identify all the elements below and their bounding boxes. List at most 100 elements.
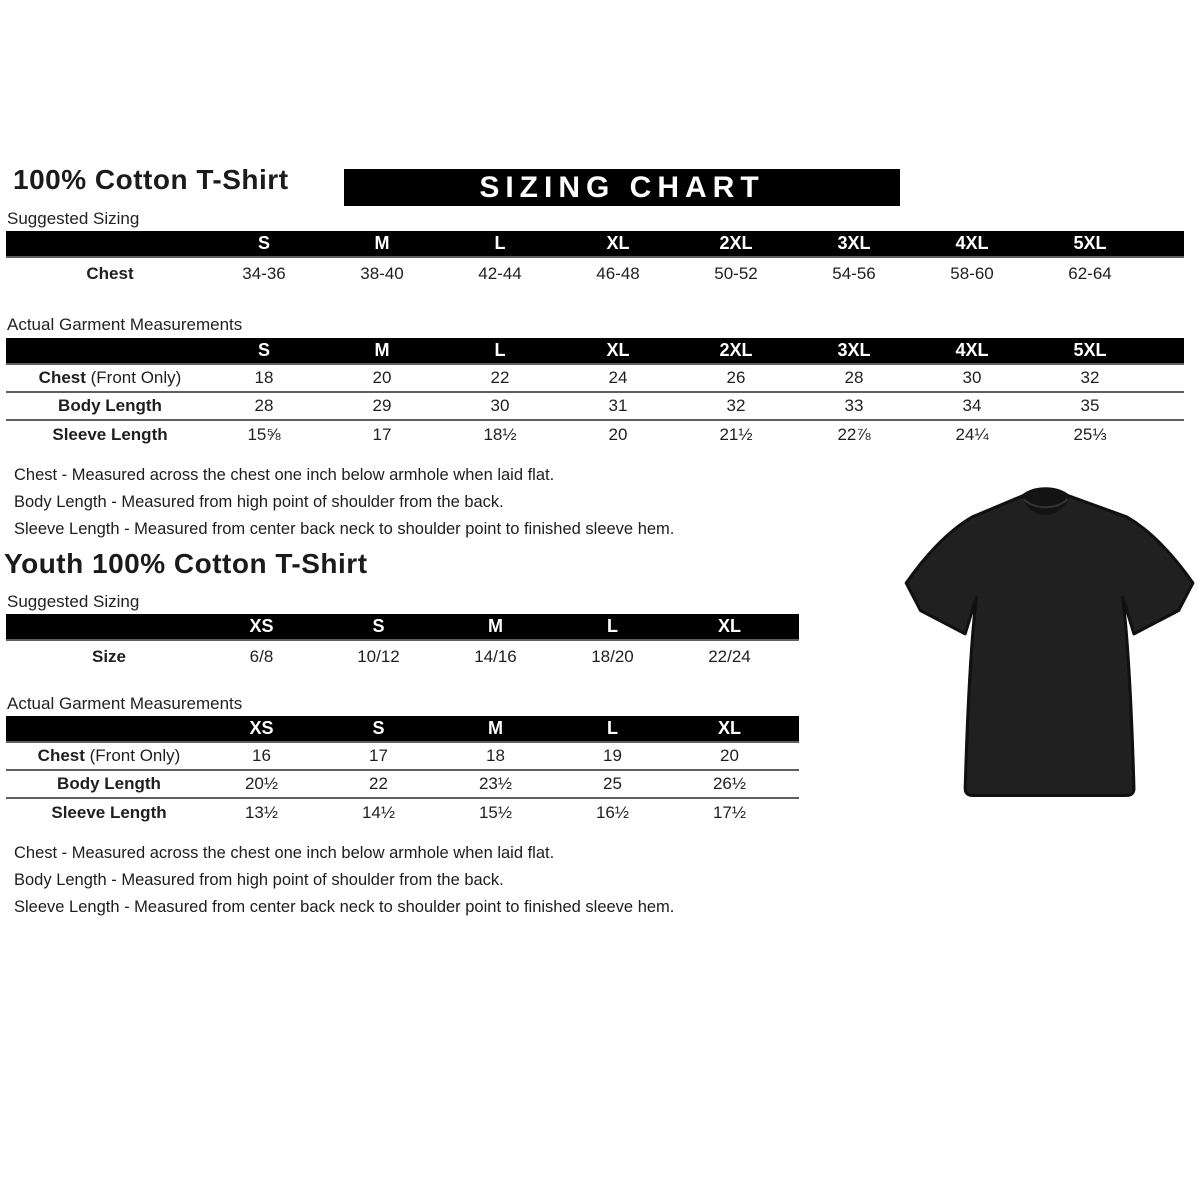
table-cell: 30 [962,368,982,387]
table-row-sleeve-length: Sleeve Length 13½ 14½ 15½ 16½ 17½ [6,798,799,826]
size-column-header: 5XL [1031,338,1149,364]
table-cell: 25⅓ [1073,424,1107,444]
table-cell: 18 [254,368,274,387]
size-column-header: L [441,338,559,364]
table-cell: 28 [254,396,274,415]
table-row-body-length: Body Length 28 29 30 31 32 33 34 35 [6,392,1184,420]
youth-actual-measurements-table: XS S M L XL Chest (Front Only) 16 17 18 … [6,716,799,826]
table-cell: 29 [372,396,392,415]
size-column-header: S [205,338,323,364]
header-filler-cell [788,614,799,640]
adult-suggested-sizing-label: Suggested Sizing [7,209,140,228]
youth-measurement-notes: Chest - Measured across the chest one in… [14,840,674,921]
adult-actual-measurements-label: Actual Garment Measurements [7,315,243,334]
table-cell: 26 [726,368,746,387]
note-sleeve-length: Sleeve Length - Measured from center bac… [14,898,675,916]
size-column-header: S [320,614,437,640]
table-row-chest: Chest (Front Only) 16 17 18 19 20 [6,742,799,770]
table-cell: 30 [490,396,510,415]
size-column-header: XS [203,716,320,742]
filler-cell [788,770,799,798]
filler-cell [1149,257,1184,290]
row-label: Chest [86,264,134,283]
filler-cell [1149,420,1184,448]
table-cell: 6/8 [249,647,274,666]
table-cell: 22 [490,368,510,387]
adult-measurement-notes: Chest - Measured across the chest one in… [14,462,674,543]
table-header-row: XS S M L XL [6,716,799,742]
table-corner-cell [6,614,203,640]
table-cell: 21½ [719,424,753,444]
row-label: Size [91,647,127,666]
table-cell: 20 [720,746,739,765]
filler-cell [788,742,799,770]
table-row-size: Size 6/8 10/12 14/16 18/20 22/24 [6,640,799,673]
size-column-header: 3XL [795,231,913,257]
table-cell: 15½ [478,802,513,822]
table-cell: 58-60 [950,264,994,283]
table-cell: 31 [608,396,628,415]
table-cell: 46-48 [596,264,640,283]
note-chest: Chest - Measured across the chest one in… [14,466,555,484]
youth-actual-measurements-label: Actual Garment Measurements [7,694,243,713]
size-column-header: 2XL [677,231,795,257]
table-corner-cell [6,338,205,364]
adult-suggested-sizing-table: S M L XL 2XL 3XL 4XL 5XL Chest 34-36 38-… [6,231,1184,290]
table-cell: 15⅝ [247,424,281,444]
table-cell: 32 [726,396,746,415]
table-cell: 17½ [712,802,747,822]
table-cell: 24 [608,368,628,387]
table-cell: 24¼ [955,424,989,444]
table-cell: 20½ [244,774,279,793]
table-header-row: S M L XL 2XL 3XL 4XL 5XL [6,338,1184,364]
table-row-sleeve-length: Sleeve Length 15⅝ 17 18½ 20 21½ 22⅞ 24¼ … [6,420,1184,448]
table-cell: 16 [252,746,271,765]
table-row-body-length: Body Length 20½ 22 23½ 25 26½ [6,770,799,798]
note-sleeve-length: Sleeve Length - Measured from center bac… [14,520,675,538]
table-cell: 19 [603,746,622,765]
header-filler-cell [788,716,799,742]
row-label: Body Length [57,774,161,793]
table-cell: 17 [372,424,392,444]
row-label: Chest (Front Only) [37,746,181,765]
size-column-header: L [554,614,671,640]
header-filler-cell [1149,338,1184,364]
row-label: Sleeve Length [52,424,168,444]
size-column-header: XS [203,614,320,640]
size-column-header: M [437,716,554,742]
row-label-note: (Front Only) [85,368,182,387]
table-cell: 34-36 [242,264,286,283]
table-cell: 16½ [595,802,630,822]
table-cell: 17 [369,746,388,765]
table-row-chest: Chest (Front Only) 18 20 22 24 26 28 30 … [6,364,1184,392]
table-header-row: S M L XL 2XL 3XL 4XL 5XL [6,231,1184,257]
table-cell: 20 [372,368,392,387]
youth-suggested-sizing-table: XS S M L XL Size 6/8 10/12 14/16 18/20 2… [6,614,799,673]
table-cell: 54-56 [832,264,876,283]
size-column-header: 4XL [913,231,1031,257]
filler-cell [1149,364,1184,392]
size-column-header: M [323,231,441,257]
size-column-header: S [205,231,323,257]
adult-actual-measurements-table: S M L XL 2XL 3XL 4XL 5XL Chest (Front On… [6,338,1184,448]
tshirt-graphic [904,487,1195,798]
size-column-header: M [323,338,441,364]
table-cell: 13½ [244,802,279,822]
table-cell: 22/24 [708,647,751,666]
table-corner-cell [6,231,205,257]
table-cell: 62-64 [1068,264,1112,283]
size-column-header: 2XL [677,338,795,364]
table-cell: 10/12 [357,647,400,666]
filler-cell [788,640,799,673]
note-body-length: Body Length - Measured from high point o… [14,871,504,889]
size-column-header: L [441,231,559,257]
table-cell: 18½ [483,424,517,444]
note-chest: Chest - Measured across the chest one in… [14,844,555,862]
table-cell: 18 [486,746,505,765]
row-label: Sleeve Length [51,802,167,822]
table-cell: 33 [844,396,864,415]
size-column-header: L [554,716,671,742]
size-column-header: XL [559,338,677,364]
size-column-header: XL [671,614,788,640]
